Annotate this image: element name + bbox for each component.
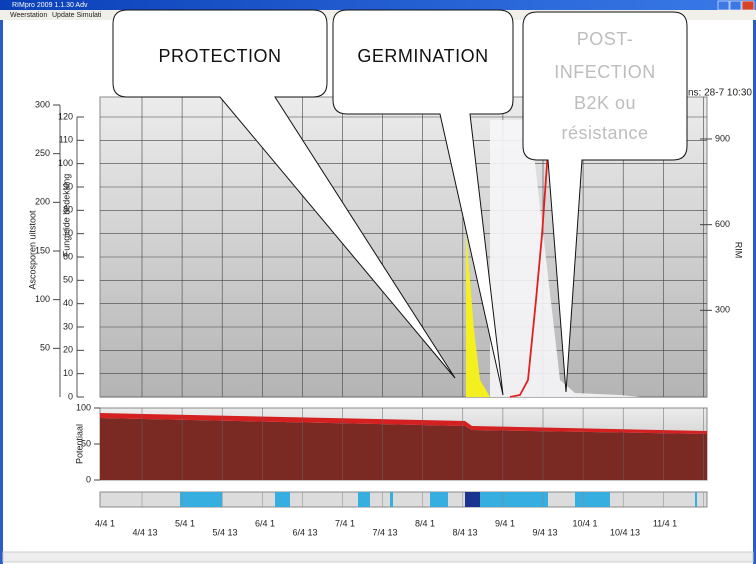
close-button[interactable]: [741, 0, 755, 11]
minimize-button[interactable]: [717, 0, 730, 11]
callout-bubble: [522, 11, 688, 393]
ascospore-area: [466, 232, 490, 397]
x-tick-label: 4/4 1: [95, 518, 115, 528]
fungicide-area: [490, 120, 640, 397]
callout-text: PROTECTION: [158, 46, 281, 66]
callout-text: GERMINATION: [357, 46, 488, 66]
x-tick-label: 6/4 13: [292, 527, 317, 537]
y-tick-label: 250: [35, 148, 50, 158]
y-tick-label: 600: [715, 219, 730, 229]
y-tick-label: 900: [715, 133, 730, 143]
window-title: RIMpro 2009 1.1.30 Adv: [12, 2, 88, 9]
segment: [358, 492, 370, 507]
x-tick-label: 6/4 1: [255, 518, 275, 528]
y-tick-label: 300: [715, 305, 730, 315]
y-tick-label: 50: [81, 438, 91, 448]
axis-label: Fungicide bedekking: [61, 174, 71, 257]
y-tick-label: 150: [35, 245, 50, 255]
x-tick-label: 4/4 13: [132, 527, 157, 537]
title-bar: [0, 0, 756, 10]
axis-label: Ascosporen uitstoot: [27, 210, 37, 290]
rim-line: [509, 149, 549, 398]
y-tick-label: 0: [68, 391, 73, 401]
scrollbar[interactable]: [2, 551, 754, 563]
callout-text: INFECTION: [554, 62, 656, 82]
potential-area: [100, 418, 707, 480]
callout-text: B2K ou: [574, 93, 636, 113]
callouts: [112, 9, 688, 396]
menu-item[interactable]: Weerstation: [10, 12, 47, 19]
y-tick-label: 100: [35, 294, 50, 304]
y-tick-label: 110: [59, 135, 73, 145]
window-border: [0, 20, 3, 564]
axis-label: RIM: [734, 242, 744, 259]
segment: [695, 492, 697, 507]
x-tick-label: 11/4 1: [653, 518, 677, 528]
x-tick-label: 8/4 1: [415, 518, 435, 528]
axis-label: Potentiaal: [74, 424, 84, 464]
y-tick-label: 100: [76, 402, 91, 412]
x-tick-label: 10/4 13: [610, 527, 640, 537]
y-tick-label: 60: [63, 251, 73, 261]
y-tick-label: 30: [63, 321, 73, 331]
callout-bubble: [332, 9, 514, 396]
window-border: [753, 20, 756, 564]
timeline-strip: [99, 491, 708, 508]
y-tick-label: 70: [63, 228, 73, 238]
x-tick-label: 5/4 1: [175, 518, 195, 528]
y-tick-label: 90: [63, 181, 73, 191]
segment: [275, 492, 290, 507]
callout-text: POST-: [577, 29, 634, 49]
y-tick-label: 0: [86, 474, 91, 484]
potential-band: [100, 413, 707, 434]
y-tick-label: 40: [63, 298, 73, 308]
chart: ns: 28-7 10:30 Ascosporen uitstoot Fungi…: [27, 88, 752, 538]
maximize-button[interactable]: [729, 0, 742, 11]
x-tick-label: 8/4 13: [452, 527, 477, 537]
x-tick-label: 5/4 13: [212, 527, 237, 537]
y-tick-label: 300: [35, 99, 50, 109]
x-tick-label: 9/4 1: [495, 518, 515, 528]
y-tick-label: 80: [63, 205, 73, 215]
timeline-segments: [180, 492, 697, 507]
y-tick-label: 50: [40, 343, 50, 353]
segment: [430, 492, 448, 507]
callout-text: résistance: [561, 123, 648, 143]
x-tick-label: 7/4 13: [372, 527, 397, 537]
x-tick-label: 9/4 13: [532, 527, 557, 537]
y-tick-label: 50: [63, 275, 73, 285]
y-tick-label: 200: [35, 197, 50, 207]
segment: [465, 492, 480, 507]
y-tick-label: 20: [63, 345, 73, 355]
segment: [390, 492, 393, 507]
y-tick-label: 100: [58, 158, 73, 168]
y-tick-label: 10: [63, 368, 73, 378]
x-tick-label: 10/4 1: [572, 518, 597, 528]
callout-bubble: [112, 9, 456, 379]
menu-item[interactable]: Update Simulati: [52, 12, 102, 19]
y-tick-label: 120: [58, 111, 73, 121]
segment: [480, 492, 548, 507]
segment: [180, 492, 222, 507]
segment: [575, 492, 610, 507]
timestamp: ns: 28-7 10:30: [688, 88, 752, 99]
x-tick-label: 7/4 1: [335, 518, 355, 528]
